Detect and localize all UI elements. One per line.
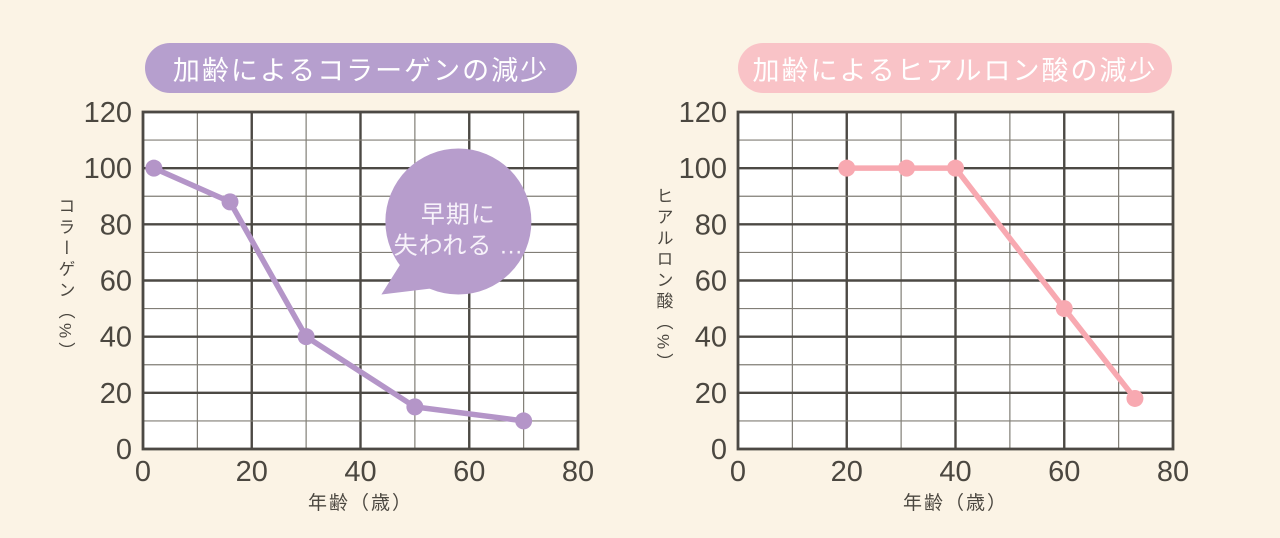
- y-tick-label: 100: [679, 153, 727, 185]
- data-point: [1055, 300, 1073, 318]
- hyaluronic-x-axis-label: 年齢（歳）: [902, 493, 1008, 514]
- plot-border: [141, 110, 580, 451]
- x-tick-label: 0: [730, 456, 746, 488]
- y-tick-label: 20: [100, 378, 132, 410]
- data-point: [145, 159, 163, 177]
- y-tick-label: 100: [84, 153, 132, 185]
- x-tick-label: 40: [939, 456, 971, 488]
- x-tick-label: 0: [135, 456, 151, 488]
- y-tick-label: 60: [695, 266, 727, 298]
- collagen-y-axis-label: コラーゲン（%）: [55, 197, 75, 364]
- data-point: [898, 159, 916, 177]
- x-tick-label: 60: [453, 456, 485, 488]
- collagen-chart: 加齢によるコラーゲンの減少 コラーゲン（%） 0 20 40 60 80 100 120 0 2…: [55, 43, 595, 514]
- speech-bubble: [385, 148, 532, 295]
- y-tick-label: 120: [679, 97, 727, 129]
- collagen-x-axis-label: 年齢（歳）: [307, 493, 413, 514]
- y-tick-label: 40: [695, 322, 727, 354]
- data-point: [406, 398, 424, 416]
- collagen-chart-title: 加齢によるコラーゲンの減少: [145, 43, 577, 93]
- data-point: [297, 328, 315, 346]
- data-point: [1126, 389, 1144, 407]
- data-point: [947, 159, 964, 177]
- y-tick-label: 80: [100, 209, 132, 241]
- y-tick-label: 0: [116, 434, 132, 466]
- x-tick-label: 80: [562, 456, 594, 488]
- speech-bubble-text: 失われる ...: [394, 233, 523, 260]
- x-tick-label: 80: [1157, 456, 1189, 488]
- y-tick-label: 120: [84, 97, 132, 129]
- collagen-plot: 0 20 40 60 80 100 120 0 20 40 60 80 早期に失われる ...: [84, 97, 595, 488]
- x-tick-label: 40: [344, 456, 376, 488]
- hyaluronic-y-axis-label: ヒアルロン酸（%）: [653, 186, 673, 375]
- hyaluronic-plot: 0 20 40 60 80 100 120 0 20 40 60 80: [679, 97, 1190, 488]
- data-point: [838, 159, 856, 177]
- plot-border: [736, 110, 1175, 451]
- y-tick-label: 80: [695, 209, 727, 241]
- hyaluronic-chart-title: 加齢によるヒアルロン酸の減少: [738, 43, 1172, 93]
- x-tick-label: 20: [831, 456, 863, 488]
- x-tick-label: 60: [1048, 456, 1080, 488]
- data-point: [515, 412, 533, 430]
- y-tick-label: 20: [695, 378, 727, 410]
- y-tick-label: 40: [100, 322, 132, 354]
- y-tick-label: 60: [100, 266, 132, 298]
- data-point: [221, 193, 239, 211]
- y-tick-label: 0: [711, 434, 727, 466]
- speech-bubble-text: 早期に: [421, 202, 496, 229]
- hyaluronic-acid-chart: 加齢によるヒアルロン酸の減少 ヒアルロン酸（%） 0 20 40 60 80 100 120…: [640, 0, 1280, 538]
- x-tick-label: 20: [236, 456, 268, 488]
